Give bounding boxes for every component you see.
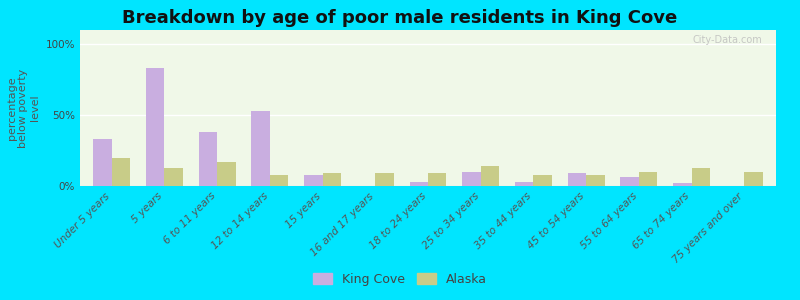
Bar xyxy=(462,172,481,186)
Bar xyxy=(304,175,322,186)
Bar xyxy=(375,173,394,186)
Bar xyxy=(586,175,605,186)
Legend: King Cove, Alaska: King Cove, Alaska xyxy=(308,268,492,291)
Bar xyxy=(428,173,446,186)
Bar xyxy=(568,173,586,186)
Bar xyxy=(410,182,428,186)
Bar xyxy=(481,166,499,186)
Y-axis label: percentage
below poverty
level: percentage below poverty level xyxy=(7,68,40,148)
Bar xyxy=(93,139,112,186)
Bar xyxy=(146,68,164,186)
Bar xyxy=(164,168,183,186)
Bar xyxy=(198,132,217,186)
Bar xyxy=(673,183,692,186)
Bar xyxy=(270,175,288,186)
Text: City-Data.com: City-Data.com xyxy=(692,35,762,45)
Bar xyxy=(112,158,130,186)
Bar xyxy=(621,178,639,186)
Bar xyxy=(322,173,341,186)
Bar xyxy=(251,111,270,186)
Bar xyxy=(639,172,658,186)
Bar xyxy=(744,172,763,186)
Bar xyxy=(515,182,534,186)
Text: Breakdown by age of poor male residents in King Cove: Breakdown by age of poor male residents … xyxy=(122,9,678,27)
Bar xyxy=(692,168,710,186)
Bar xyxy=(534,175,552,186)
Bar xyxy=(217,162,235,186)
